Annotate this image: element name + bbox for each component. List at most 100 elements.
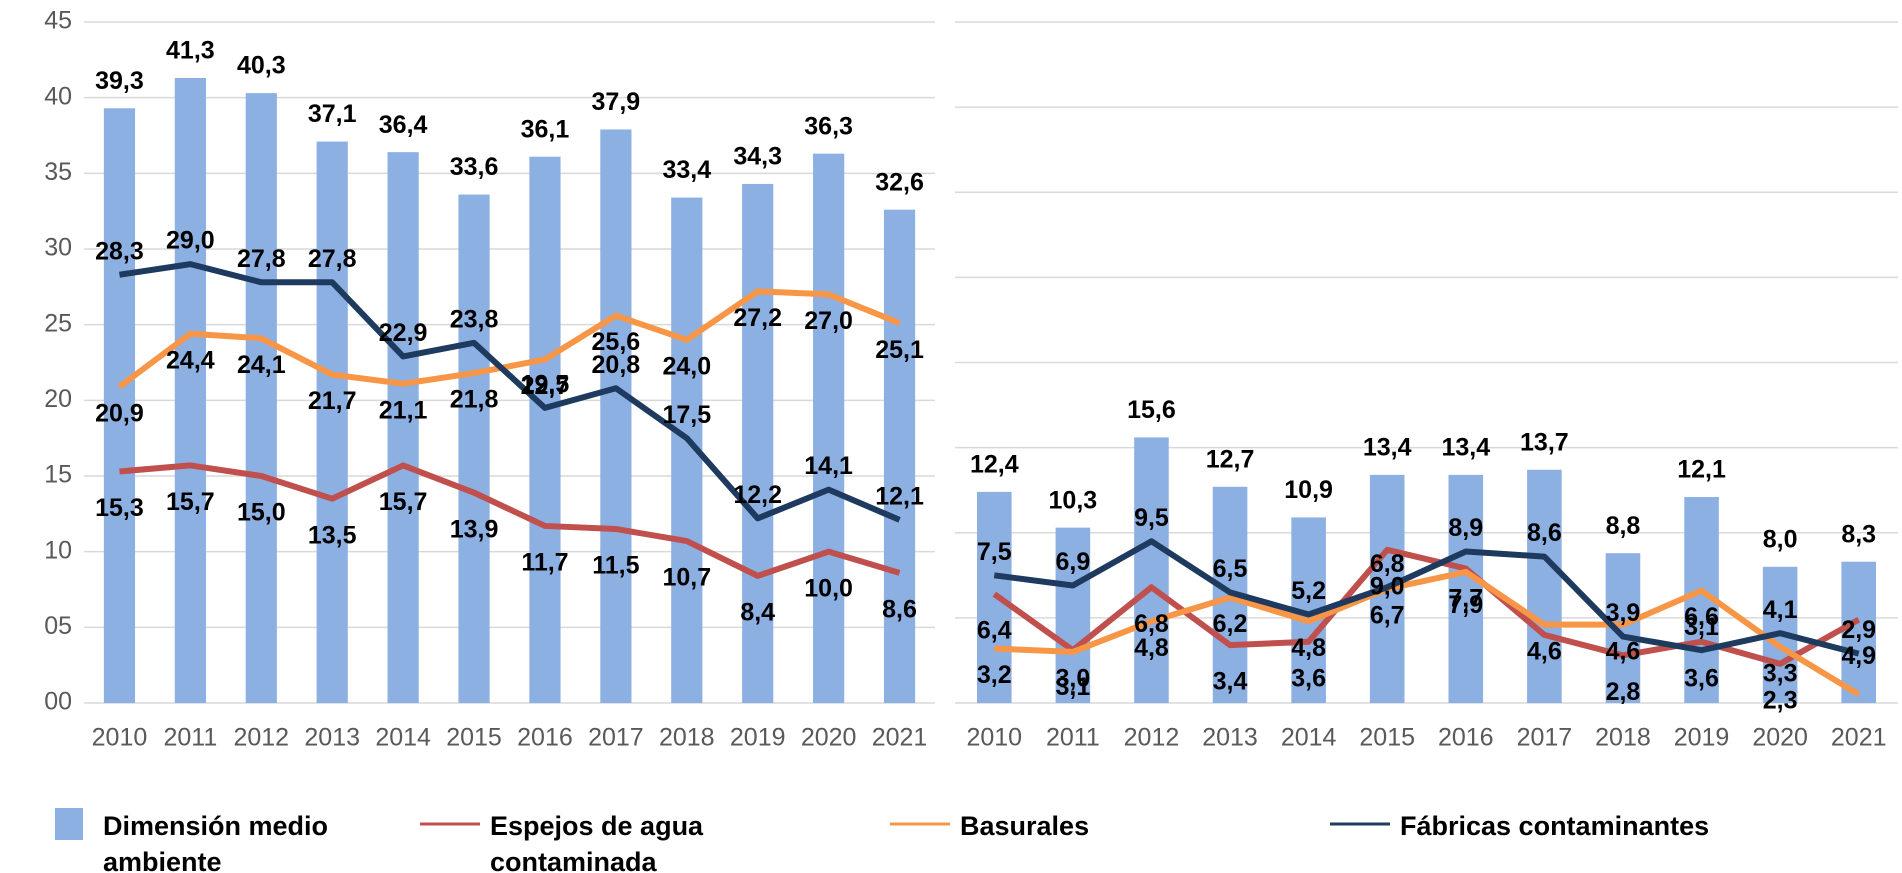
x-tick-label: 2011 <box>1046 724 1100 752</box>
data-label: 22,7 <box>521 372 570 400</box>
data-label: 36,4 <box>379 111 428 139</box>
y-tick-label: 00 <box>44 688 72 716</box>
x-tick-label: 2017 <box>1517 724 1573 752</box>
x-tick-label: 2019 <box>730 724 786 752</box>
data-label: 15,7 <box>166 488 215 516</box>
data-label: 4,8 <box>1291 634 1326 662</box>
x-tick-label: 2018 <box>1595 724 1651 752</box>
data-label: 6,6 <box>1684 603 1719 631</box>
data-label: 33,4 <box>662 156 711 184</box>
x-tick-label: 2021 <box>1831 724 1887 752</box>
data-label: 12,2 <box>733 481 782 509</box>
bar <box>387 152 419 703</box>
data-label: 3,4 <box>1213 668 1248 696</box>
data-label: 6,8 <box>1134 610 1169 638</box>
bar <box>103 108 136 703</box>
data-label: 3,0 <box>1055 665 1090 693</box>
line-series <box>994 568 1861 698</box>
bar <box>1841 561 1876 703</box>
data-label: 39,3 <box>95 67 144 95</box>
data-label: 8,0 <box>1763 525 1798 553</box>
x-tick-label: 2010 <box>92 724 148 752</box>
data-label: 36,1 <box>521 115 570 143</box>
x-tick-label: 2020 <box>1752 724 1808 752</box>
bar <box>458 194 490 703</box>
data-label: 7,5 <box>977 538 1012 566</box>
data-label: 32,6 <box>875 168 924 196</box>
x-tick-label: 2010 <box>966 724 1022 752</box>
data-label: 15,7 <box>379 488 428 516</box>
y-tick-label: 25 <box>44 309 72 337</box>
data-label: 6,2 <box>1213 610 1248 638</box>
data-label: 17,5 <box>662 401 711 429</box>
data-label: 6,8 <box>1370 550 1405 578</box>
data-label: 11,7 <box>521 549 568 577</box>
line-series <box>119 261 901 523</box>
data-label: 36,3 <box>804 112 853 140</box>
x-tick-label: 2016 <box>517 724 573 752</box>
x-tick-label: 2021 <box>872 724 928 752</box>
y-tick-label: 30 <box>44 234 72 262</box>
bar <box>174 77 206 703</box>
data-label: 3,3 <box>1763 659 1798 687</box>
data-label: 13,9 <box>450 515 499 543</box>
bar <box>245 93 277 704</box>
data-label: 2,8 <box>1606 678 1641 706</box>
data-label: 6,7 <box>1370 602 1405 630</box>
data-label: 8,6 <box>882 595 917 623</box>
data-label: 13,5 <box>308 521 357 549</box>
data-label: 3,1 <box>1684 613 1719 641</box>
data-label: 2,3 <box>1763 686 1798 714</box>
data-label: 20,8 <box>592 351 641 379</box>
data-label: 4,1 <box>1763 596 1798 624</box>
data-label: 10,0 <box>804 574 853 602</box>
y-tick-label: 15 <box>44 461 72 489</box>
y-tick-label: 40 <box>44 82 72 110</box>
data-label: 8,6 <box>1527 519 1562 547</box>
data-label: 27,8 <box>237 245 286 273</box>
data-label: 4,6 <box>1527 637 1562 665</box>
data-label: 12,4 <box>970 450 1019 478</box>
data-label: 37,1 <box>308 100 357 128</box>
data-label: 15,6 <box>1127 396 1176 424</box>
data-label: 8,3 <box>1841 520 1876 548</box>
data-label: 9,5 <box>1134 504 1169 532</box>
data-label: 29,0 <box>166 227 215 255</box>
x-tick-label: 2013 <box>304 724 360 752</box>
y-tick-label: 35 <box>44 158 72 186</box>
data-label: 28,3 <box>95 237 144 265</box>
legend-label: Dimensión medio ambiente <box>103 811 328 873</box>
data-label: 12,1 <box>875 482 924 510</box>
data-label: 13,4 <box>1441 433 1490 461</box>
legend-swatch <box>55 808 83 840</box>
data-label: 12,7 <box>1206 445 1255 473</box>
x-tick-label: 2015 <box>1359 724 1415 752</box>
data-label: 2,9 <box>1841 616 1876 644</box>
bar <box>316 141 348 703</box>
data-label: 7,7 <box>1448 585 1483 613</box>
data-label: 13,7 <box>1520 428 1569 456</box>
x-tick-label: 2015 <box>446 724 502 752</box>
data-label: 41,3 <box>166 37 215 65</box>
bar <box>813 153 845 703</box>
data-label: 23,8 <box>450 305 499 333</box>
data-label: 6,9 <box>1055 548 1090 576</box>
data-label: 37,9 <box>592 88 641 116</box>
data-label: 20,9 <box>95 399 144 427</box>
x-tick-label: 2014 <box>375 724 431 752</box>
data-label: 22,9 <box>379 319 428 347</box>
data-label: 3,6 <box>1684 664 1719 692</box>
x-tick-label: 2016 <box>1438 724 1494 752</box>
y-tick-label: 05 <box>44 612 72 640</box>
data-label: 25,1 <box>875 336 924 364</box>
data-label: 21,1 <box>379 396 428 424</box>
data-label: 8,9 <box>1448 514 1483 542</box>
data-label: 8,8 <box>1606 512 1641 540</box>
data-label: 10,3 <box>1049 486 1098 514</box>
x-tick-label: 2014 <box>1281 724 1337 752</box>
data-label: 12,1 <box>1677 456 1726 484</box>
data-label: 24,4 <box>166 346 215 374</box>
data-label: 13,4 <box>1363 433 1412 461</box>
data-label: 24,0 <box>662 352 711 380</box>
